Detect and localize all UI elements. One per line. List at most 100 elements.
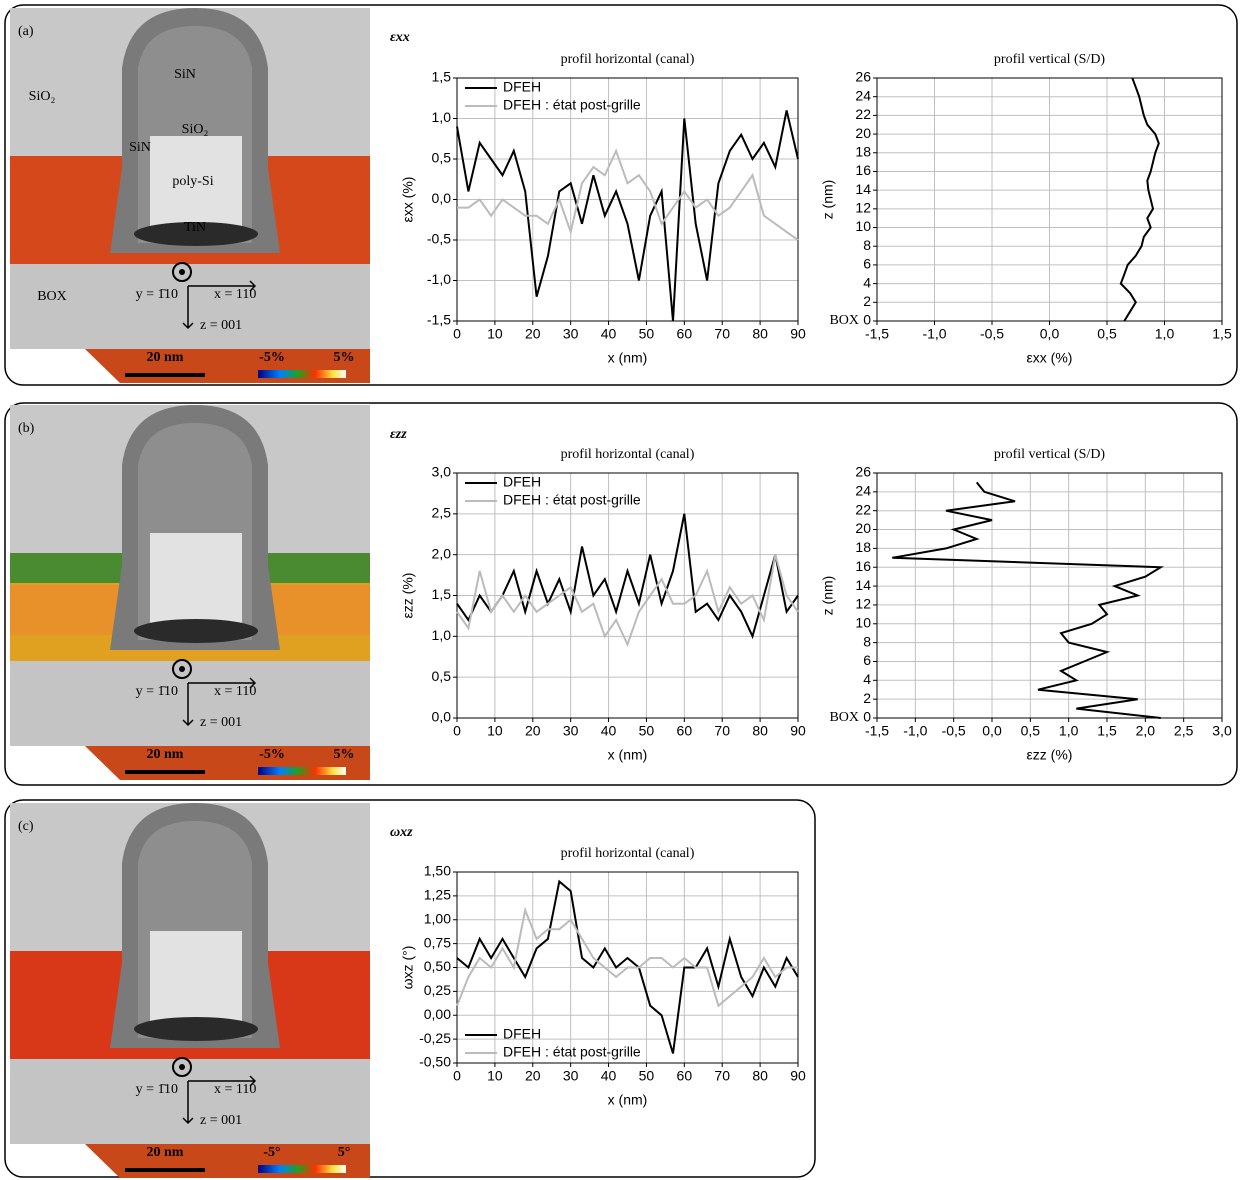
x-tick-label: 30 [563,1068,579,1084]
y-tick-label: 10 [855,614,871,630]
x-tick-label: 90 [790,1068,806,1084]
x-tick-label: -1,5 [865,326,889,342]
y-tick-label: 20 [855,125,871,141]
legend-label: DFEH : état post-grille [503,97,641,113]
plot-frame [456,77,799,322]
y-axis-label: εxx (%) [400,177,416,223]
y-tick-label: 2 [863,690,871,706]
poly-si [150,931,242,1021]
chart-title: profil horizontal (canal) [561,846,695,861]
box-region [10,661,370,746]
y-tick-label: -0,50 [419,1054,451,1070]
data-line [1119,77,1160,322]
legend-label: DFEH [503,474,541,490]
chart-title: profil vertical (S/D) [994,447,1106,462]
material-label: SiN [174,67,196,82]
y-tick-label: 16 [855,558,871,574]
y-tick-label: 0 [863,709,871,725]
y-tick-label: 4 [863,274,871,290]
chart-title: profil horizontal (canal) [561,52,695,67]
x-tick-label: 60 [677,1068,693,1084]
x-tick-label: 10 [487,1068,503,1084]
material-label: BOX [37,289,67,304]
tin-layer [134,619,258,643]
y-tick-label: 0,00 [424,1006,451,1022]
colorbar-min: -5° [263,1145,280,1160]
axis-arrow [182,280,257,330]
y-tick-label: 1,0 [432,627,452,643]
x-tick-label: -1,0 [903,723,927,739]
y-tick-label: -0,5 [427,231,451,247]
colorbar-min: -5% [259,747,285,762]
tin-layer [134,1017,258,1041]
y-axis-label: z (nm) [820,180,836,220]
chart-title: profil horizontal (canal) [561,447,695,462]
y-tick-label: 26 [855,464,871,480]
scale-bar [125,1168,205,1172]
x-tick-label: 2,5 [1174,723,1194,739]
panel-symbol: ωxz [390,825,413,840]
x-tick-label: 70 [714,1068,730,1084]
panel-symbol: εxx [390,30,410,45]
x-tick-label: 0 [453,1068,461,1084]
axis-label: y = 1̄10 [136,287,178,302]
axis-arrow [182,677,257,727]
y-tick-label: 18 [855,539,871,555]
y-tick-label: 8 [863,633,871,649]
micrograph: SiN SiO₂ SiO₂ SiN poly-Si TiN BOX y = 1̄10 x = 1… [10,8,370,383]
box-annotation: BOX [829,710,859,725]
y-tick-label: -1,0 [427,271,451,287]
axis-label: z = 001 [200,318,242,333]
panel-frame [4,799,816,1178]
y-tick-label: 18 [855,143,871,159]
x-tick-label: 60 [677,326,693,342]
y-tick-label: 8 [863,237,871,253]
x-tick-label: 10 [487,723,503,739]
legend-label: DFEH [503,1026,541,1042]
material-label: SiN [129,140,151,155]
colorbar [258,370,346,378]
axis-label: x = 110 [214,287,256,302]
y-tick-label: 20 [855,520,871,536]
x-tick-label: -1,0 [922,326,946,342]
data-line [456,110,799,322]
colorbar [258,767,346,775]
y-tick-label: -1,5 [427,312,451,328]
panel-symbol: εzz [390,427,407,442]
x-tick-label: 20 [525,1068,541,1084]
plot-frame [876,77,1223,322]
axis-label: x = 110 [214,684,256,699]
panel-label: (c) [18,819,34,834]
colorbar-max: 5% [334,747,355,762]
y-tick-label: 22 [855,501,871,517]
x-tick-label: -0,5 [942,723,966,739]
material-label: TiN [184,220,206,235]
y-tick-label: 1,5 [432,69,452,85]
y-axis-label: εzz (%) [400,573,416,619]
micrograph: y = 1̄10 x = 110 z = 001 20 nm -5° 5° [10,803,370,1178]
legend-label: DFEH : état post-grille [503,492,641,508]
y-tick-label: 26 [855,69,871,85]
panel-frame [4,4,1238,386]
data-line [456,554,799,648]
x-axis-label: x (nm) [608,350,648,366]
axis-label: x = 110 [214,1082,256,1097]
x-axis-label: εxx (%) [1027,350,1073,366]
panel-frame [4,402,1238,786]
y-tick-label: 6 [863,652,871,668]
colorbar-max: 5% [334,350,355,365]
x-tick-label: -1,5 [865,723,889,739]
legend-label: DFEH [503,79,541,95]
y-tick-label: 12 [855,200,871,216]
x-tick-label: 0 [453,723,461,739]
x-axis-label: x (nm) [608,1092,648,1108]
x-tick-label: 50 [639,1068,655,1084]
legend-label: DFEH : état post-grille [503,1044,641,1060]
y-tick-label: 1,0 [432,109,452,125]
x-tick-label: 1,5 [1212,326,1232,342]
box-region [10,264,370,349]
y-tick-label: 24 [855,87,871,103]
scale-bar [125,373,205,377]
x-tick-label: 0,5 [1021,723,1041,739]
x-tick-label: 50 [639,326,655,342]
